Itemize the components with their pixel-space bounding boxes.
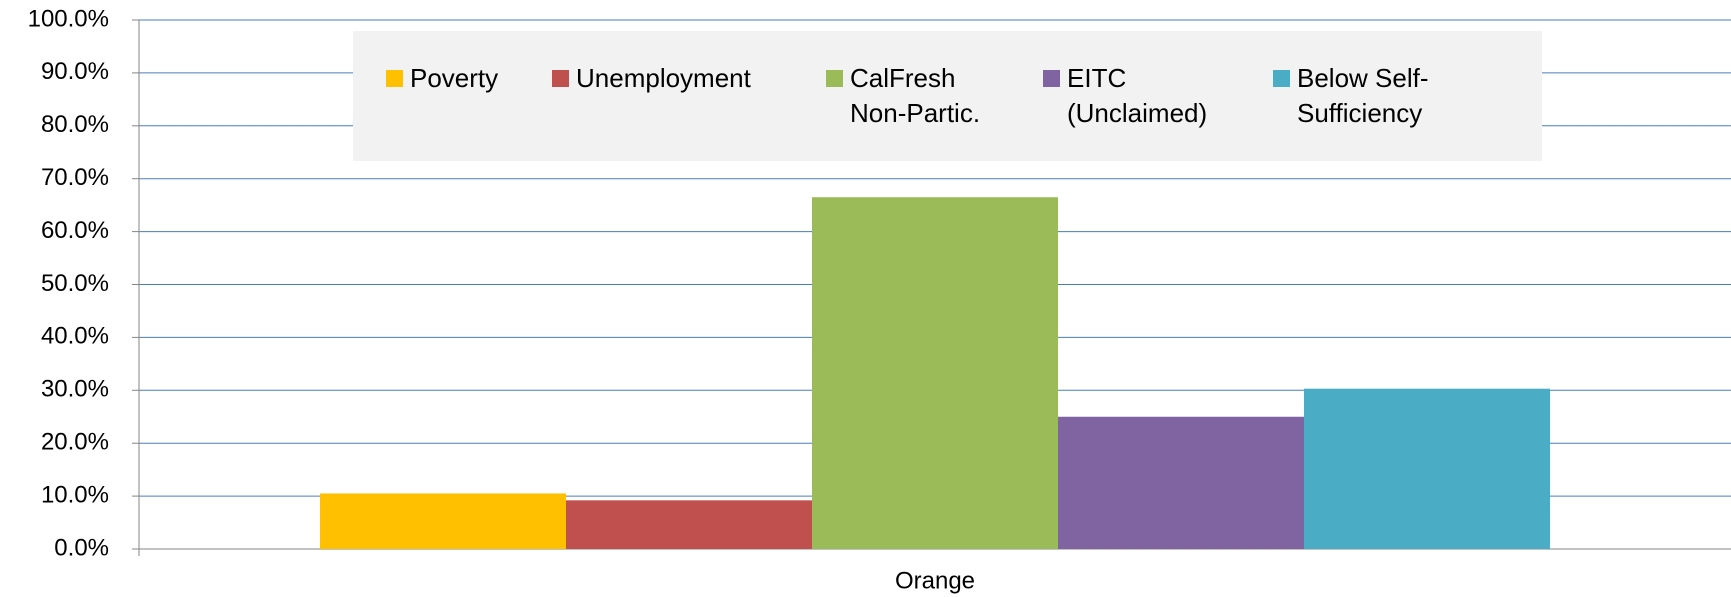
legend-swatch bbox=[826, 70, 843, 87]
legend-item: CalFresh Non-Partic. bbox=[826, 61, 1006, 131]
legend-swatch bbox=[386, 70, 403, 87]
legend-label: Below Self-Sufficiency bbox=[1297, 63, 1429, 128]
y-tick-label: 100.0% bbox=[28, 5, 109, 32]
y-tick-label: 50.0% bbox=[41, 270, 109, 297]
bar bbox=[1058, 416, 1304, 549]
x-tick-label: Orange bbox=[895, 567, 975, 594]
legend-label: EITC (Unclaimed) bbox=[1067, 63, 1208, 128]
bar bbox=[1304, 388, 1550, 549]
legend-label: Poverty bbox=[410, 63, 499, 93]
y-tick-label: 20.0% bbox=[41, 429, 109, 456]
y-tick-label: 30.0% bbox=[41, 376, 109, 403]
y-tick-label: 60.0% bbox=[41, 217, 109, 244]
bar bbox=[566, 500, 812, 549]
legend-item: Below Self-Sufficiency bbox=[1273, 61, 1523, 131]
legend-swatch bbox=[552, 70, 569, 87]
y-tick-label: 70.0% bbox=[41, 164, 109, 191]
legend-item: Unemployment bbox=[552, 61, 751, 96]
y-tick-label: 80.0% bbox=[41, 111, 109, 138]
y-tick-label: 0.0% bbox=[54, 534, 109, 561]
legend-item: EITC (Unclaimed) bbox=[1043, 61, 1233, 131]
legend: Poverty Unemployment CalFresh Non-Partic. E… bbox=[353, 31, 1542, 161]
bar bbox=[812, 197, 1058, 549]
legend-label: Unemployment bbox=[576, 63, 751, 93]
bar bbox=[320, 493, 566, 549]
legend-swatch bbox=[1273, 70, 1290, 87]
legend-item: Poverty bbox=[386, 61, 498, 96]
legend-swatch bbox=[1043, 70, 1060, 87]
y-tick-label: 90.0% bbox=[41, 58, 109, 85]
y-tick-label: 10.0% bbox=[41, 481, 109, 508]
legend-label: CalFresh Non-Partic. bbox=[850, 63, 981, 128]
y-tick-label: 40.0% bbox=[41, 323, 109, 350]
